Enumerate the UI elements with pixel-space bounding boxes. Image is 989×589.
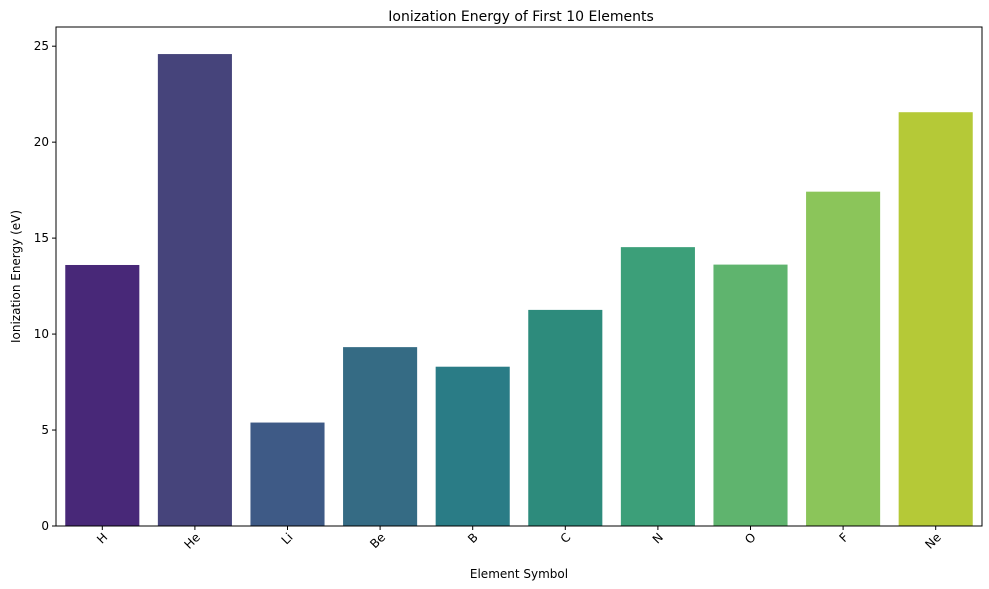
bar-o	[713, 264, 788, 526]
x-tick-label: N	[650, 530, 666, 546]
x-tick-label: O	[742, 530, 759, 547]
x-tick-label: Li	[279, 530, 296, 547]
y-tick-label: 10	[34, 327, 49, 341]
bar-li	[250, 422, 325, 526]
y-tick-label: 15	[34, 231, 49, 245]
bars-group	[65, 54, 973, 527]
y-tick-label: 5	[41, 423, 49, 437]
x-tick-label: H	[94, 530, 110, 546]
bar-c	[528, 309, 603, 526]
plot-frame	[55, 26, 983, 527]
x-tick-label: He	[182, 530, 204, 552]
x-tick-label: Ne	[922, 530, 943, 551]
bar-h	[65, 264, 140, 526]
x-tick-label: B	[465, 530, 481, 546]
bar-he	[157, 54, 232, 526]
bar-n	[620, 247, 695, 526]
x-axis-ticks: H He Li Be B C N O F Ne	[94, 526, 944, 552]
x-tick-label: C	[558, 530, 574, 546]
x-tick-label: F	[836, 530, 851, 545]
y-tick-label: 25	[34, 39, 49, 53]
bar-b	[435, 366, 510, 526]
y-axis-ticks: 0 5 10 15 20 25	[34, 39, 56, 533]
y-axis-label: Ionization Energy (eV)	[9, 210, 23, 343]
chart-title: Ionization Energy of First 10 Elements	[388, 9, 654, 25]
x-axis-label: Element Symbol	[470, 567, 568, 581]
y-tick-label: 0	[41, 519, 49, 533]
bar-f	[806, 191, 881, 527]
x-tick-label: Be	[367, 530, 388, 551]
bar-ne	[898, 112, 973, 527]
bar-be	[343, 347, 418, 526]
y-tick-label: 20	[34, 135, 49, 149]
